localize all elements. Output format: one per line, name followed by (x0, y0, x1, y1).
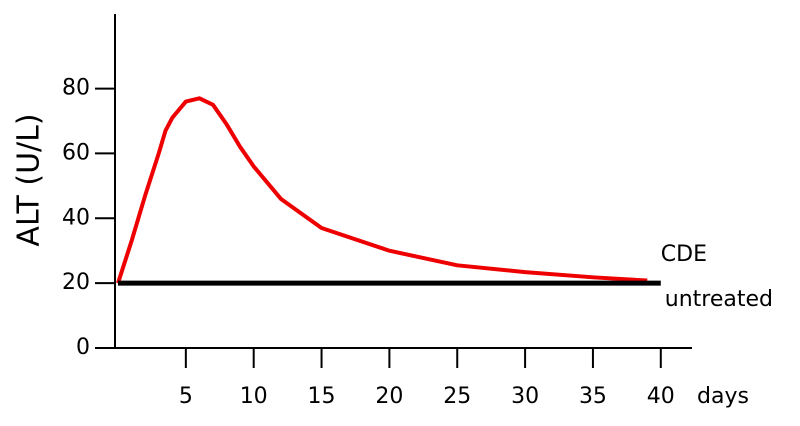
y-tick-label: 0 (76, 335, 90, 360)
x-tick-label: 30 (511, 384, 539, 409)
y-tick-label: 60 (62, 140, 90, 165)
y-tick-label: 20 (62, 270, 90, 295)
x-tick-label: 10 (240, 384, 268, 409)
series-label: CDE (661, 242, 707, 267)
series-line (116, 96, 648, 284)
x-tick-label: 40 (647, 384, 675, 409)
x-tick-label: 5 (179, 384, 193, 409)
y-tick-label: 80 (62, 76, 90, 101)
x-axis-label: days (697, 384, 749, 409)
x-tick-label: 15 (308, 384, 336, 409)
series-label: untreated (665, 287, 773, 312)
y-tick-label: 40 (62, 205, 90, 230)
x-tick-label: 25 (443, 384, 471, 409)
x-tick-label: 20 (375, 384, 403, 409)
y-axis-label: ALT (U/L) (12, 113, 47, 246)
x-tick-label: 35 (579, 384, 607, 409)
